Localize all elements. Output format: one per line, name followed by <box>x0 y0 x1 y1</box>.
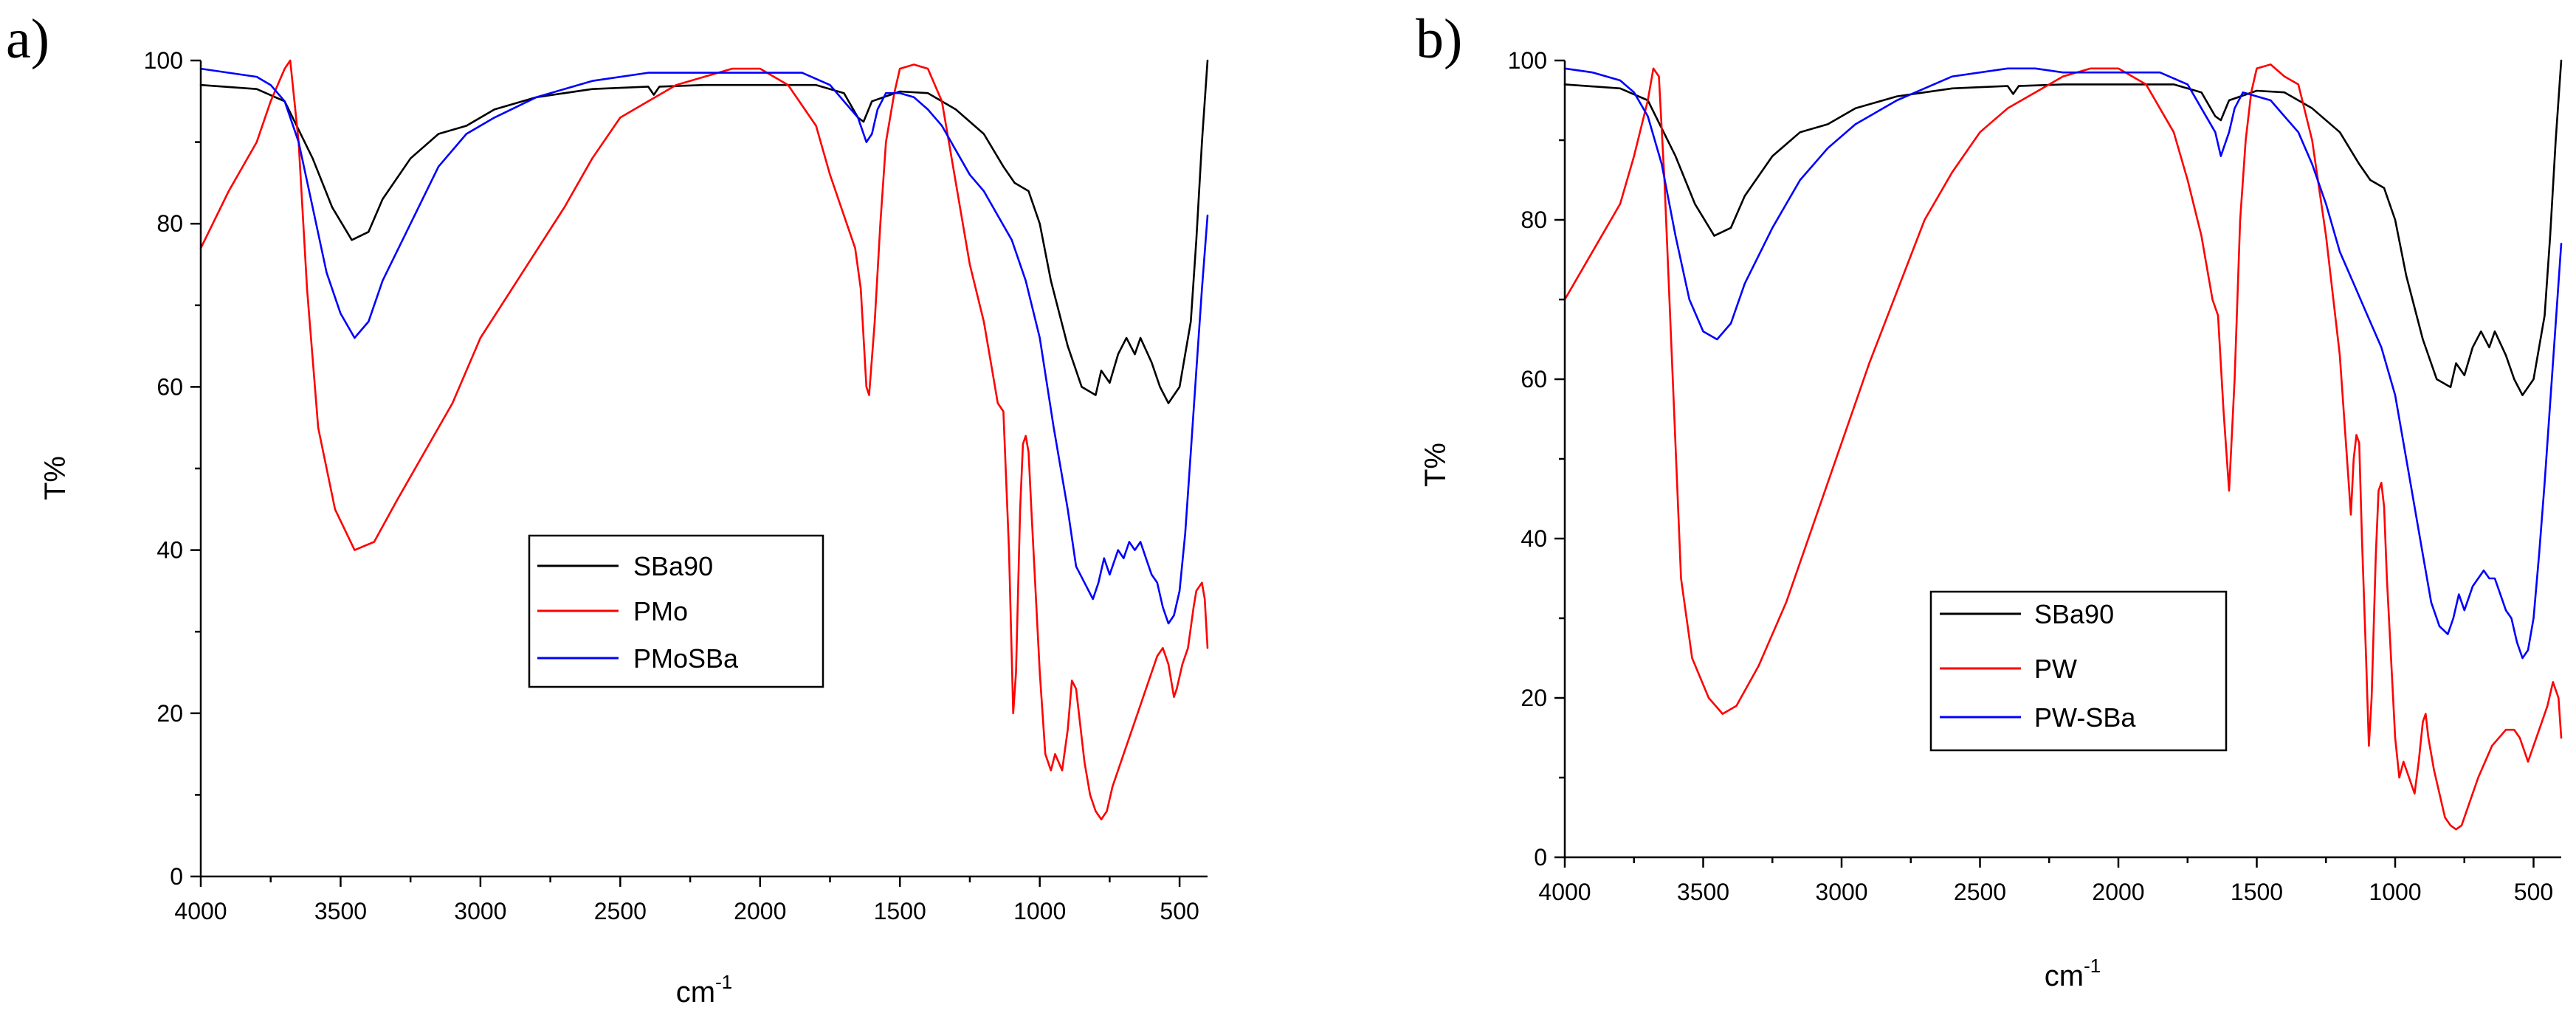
y-tick-label-80-b: 80 <box>1521 207 1547 233</box>
y-tick-label-0-a: 0 <box>170 863 183 890</box>
x-tick-label-500-b: 500 <box>2514 879 2553 905</box>
y-tick-label-60-a: 60 <box>156 373 183 400</box>
x-axis-title-b: cm-1 <box>2045 955 2101 992</box>
panel-label-a: a) <box>6 8 49 70</box>
legend-label-sba90-b: SBa90 <box>2034 599 2114 629</box>
axes-frame-b <box>1563 60 2561 859</box>
x-tick-label-1500-a: 1500 <box>874 898 926 924</box>
panel-b: b) 4000 3500 3000 2500 2000 1500 1000 500 0 20 40 6… <box>1416 8 2563 992</box>
x-tick-label-4000-b: 4000 <box>1538 879 1591 905</box>
x-tick-label-1000-b: 1000 <box>2369 879 2421 905</box>
x-tick-label-500-a: 500 <box>1160 898 1199 924</box>
x-tick-label-2500-a: 2500 <box>594 898 647 924</box>
x-tick-label-1000-a: 1000 <box>1013 898 1066 924</box>
y-tick-label-60-b: 60 <box>1521 366 1547 392</box>
x-axis-title-unit-a: cm <box>676 976 715 1009</box>
x-axis-title-exponent-b: -1 <box>2084 955 2101 977</box>
x-tick-label-3500-b: 3500 <box>1677 879 1729 905</box>
x-axis-title-exponent-a: -1 <box>715 971 732 993</box>
x-tick-label-2000-a: 2000 <box>734 898 786 924</box>
legend-label-pw-b: PW <box>2034 654 2077 684</box>
legend-label-pwsba-b: PW-SBa <box>2034 702 2136 733</box>
y-tick-label-20-a: 20 <box>156 700 183 727</box>
x-tick-label-4000-a: 4000 <box>174 898 227 924</box>
legend-a: SBa90 PMo PMoSBa <box>528 534 824 688</box>
y-tick-label-20-b: 20 <box>1521 685 1547 711</box>
x-axis-title-a: cm-1 <box>676 971 732 1009</box>
y-tick-label-100-b: 100 <box>1508 47 1547 74</box>
legend-label-pmosba-a: PMoSBa <box>633 643 739 674</box>
series-line-sba90-a <box>199 59 1209 404</box>
x-tick-label-2500-b: 2500 <box>1954 879 2006 905</box>
series-layer-a <box>199 59 1209 820</box>
y-tick-label-40-a: 40 <box>156 537 183 564</box>
y-tick-label-100-a: 100 <box>144 47 183 74</box>
y-tick-label-40-b: 40 <box>1521 525 1547 552</box>
panel-a: a) 4000 3500 3000 2500 2000 1500 1000 500 0 20 40 6… <box>6 8 1209 1009</box>
series-line-pw-sba-b <box>1563 67 2563 660</box>
y-axis-title-a: T% <box>39 456 72 500</box>
y-axis-title-b: T% <box>1419 443 1452 487</box>
x-axis-title-unit-b: cm <box>2045 960 2084 992</box>
series-line-sba90-b <box>1563 59 2563 396</box>
y-tick-label-80-a: 80 <box>156 210 183 237</box>
legend-box-b <box>1929 590 2228 752</box>
series-layer-b <box>1563 59 2563 831</box>
series-line-pmo-a <box>199 59 1209 820</box>
ticks-b: 4000 3500 3000 2500 2000 1500 1000 500 0 20 40 60 80… <box>1508 47 2554 905</box>
ticks-a: 4000 3500 3000 2500 2000 1500 1000 500 0 20 40 60 80… <box>144 47 1199 924</box>
x-tick-label-2000-b: 2000 <box>2092 879 2144 905</box>
legend-label-pmo-a: PMo <box>633 596 688 626</box>
x-tick-label-1500-b: 1500 <box>2231 879 2283 905</box>
series-line-pw-b <box>1563 63 2563 831</box>
series-line-pmosba-a <box>199 67 1209 625</box>
x-tick-label-3000-a: 3000 <box>454 898 506 924</box>
x-tick-label-3000-b: 3000 <box>1815 879 1867 905</box>
x-tick-label-3500-a: 3500 <box>314 898 367 924</box>
panel-label-b: b) <box>1416 8 1462 70</box>
y-tick-label-0-b: 0 <box>1534 844 1547 871</box>
axes-frame-a <box>199 60 1208 878</box>
legend-b: SBa90 PW PW-SBa <box>1929 590 2228 752</box>
legend-label-sba90-a: SBa90 <box>633 551 713 581</box>
